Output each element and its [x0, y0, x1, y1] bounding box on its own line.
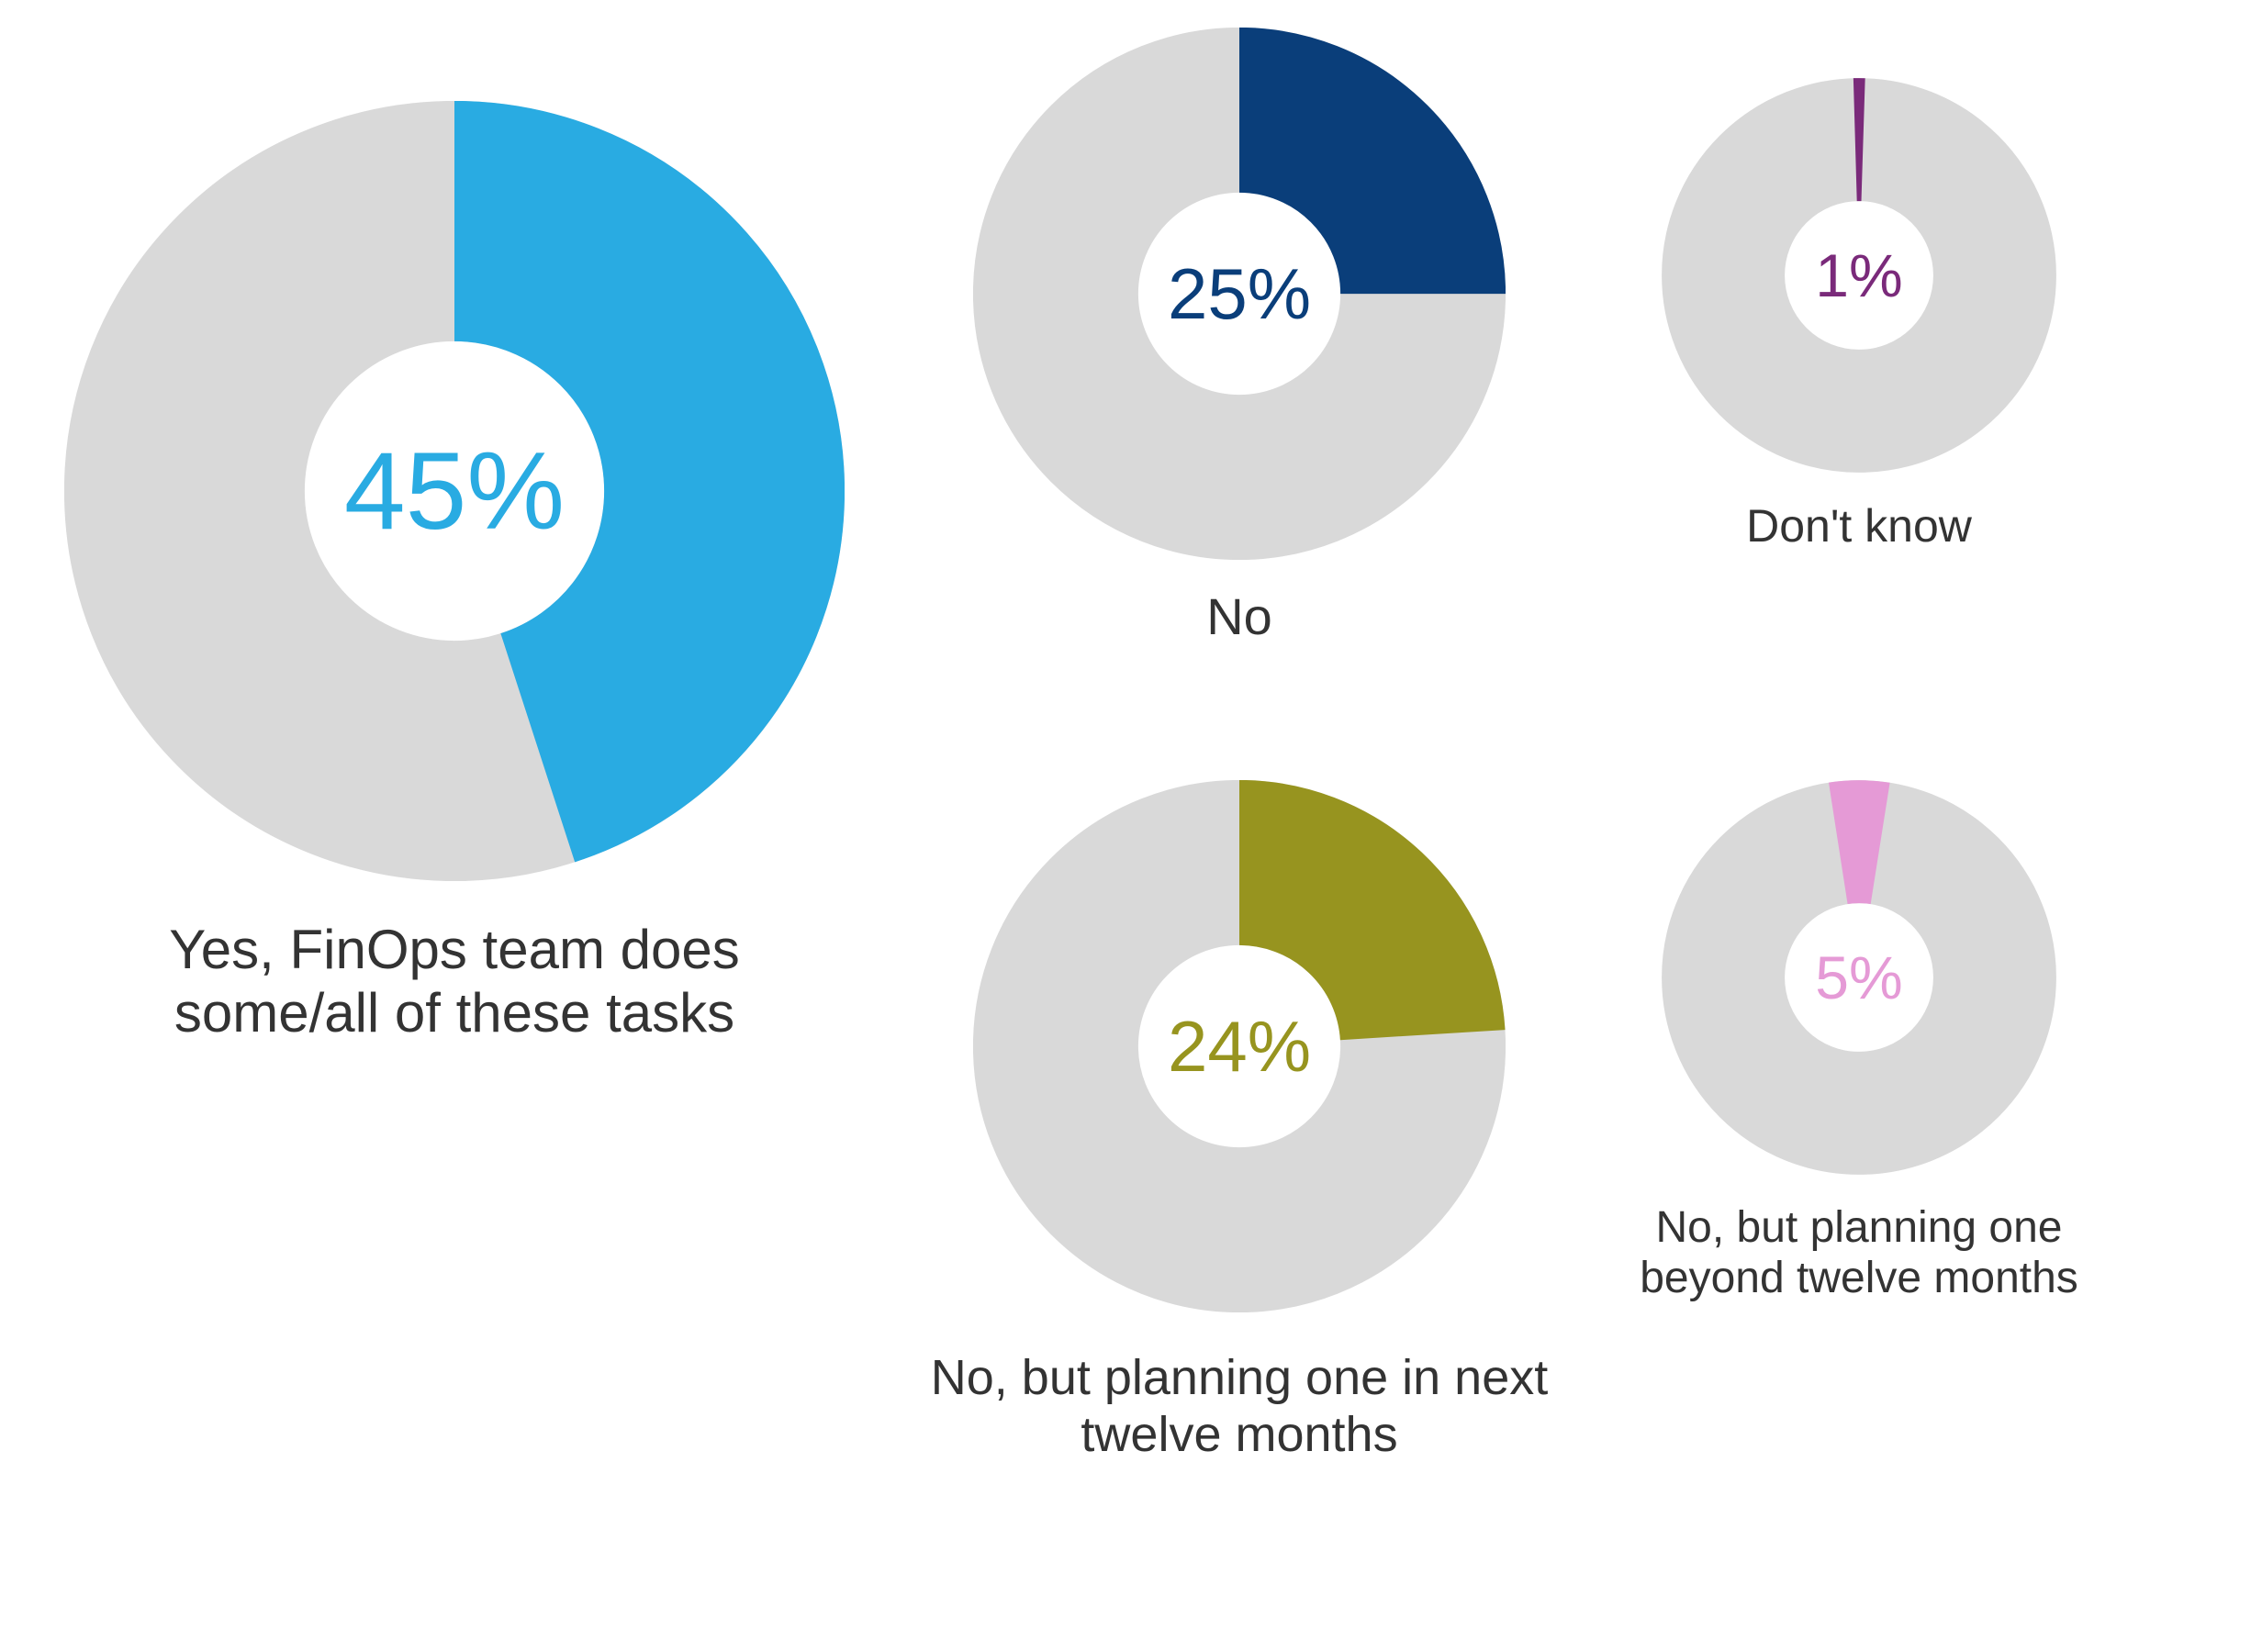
- donut-caption-no-planning-next-12: No, but planning one in next twelve mont…: [927, 1349, 1551, 1463]
- caption-text: Don't know: [1746, 500, 1972, 552]
- caption-text: No: [1206, 587, 1272, 645]
- donut-caption-yes-finops: Yes, FinOps team does some/all of these …: [64, 918, 845, 1044]
- caption-text: No, but planning one in next twelve mont…: [931, 1350, 1549, 1462]
- donut-svg-no-planning-next-12: [973, 780, 1506, 1312]
- donut-caption-no: No: [973, 587, 1506, 646]
- donut-caption-dont-know: Don't know: [1616, 500, 2102, 553]
- caption-text: Yes, FinOps team does some/all of these …: [169, 919, 739, 1044]
- donut-yes-finops: 45%: [64, 101, 845, 881]
- donut-no-planning-beyond-12: 5%: [1662, 780, 2056, 1175]
- caption-text: No, but planning one beyond twelve month…: [1640, 1203, 2078, 1302]
- donut-caption-no-planning-beyond-12: No, but planning one beyond twelve month…: [1597, 1202, 2121, 1303]
- donut-no: 25%: [973, 28, 1506, 560]
- donut-svg-no: [973, 28, 1506, 560]
- donut-svg-yes-finops: [64, 101, 845, 881]
- donut-no-planning-next-12: 24%: [973, 780, 1506, 1312]
- donut-dont-know: 1%: [1662, 78, 2056, 473]
- donut-svg-no-planning-beyond-12: [1662, 780, 2056, 1175]
- donut-svg-dont-know: [1662, 78, 2056, 473]
- chart-stage: 45% Yes, FinOps team does some/all of th…: [0, 0, 2251, 1652]
